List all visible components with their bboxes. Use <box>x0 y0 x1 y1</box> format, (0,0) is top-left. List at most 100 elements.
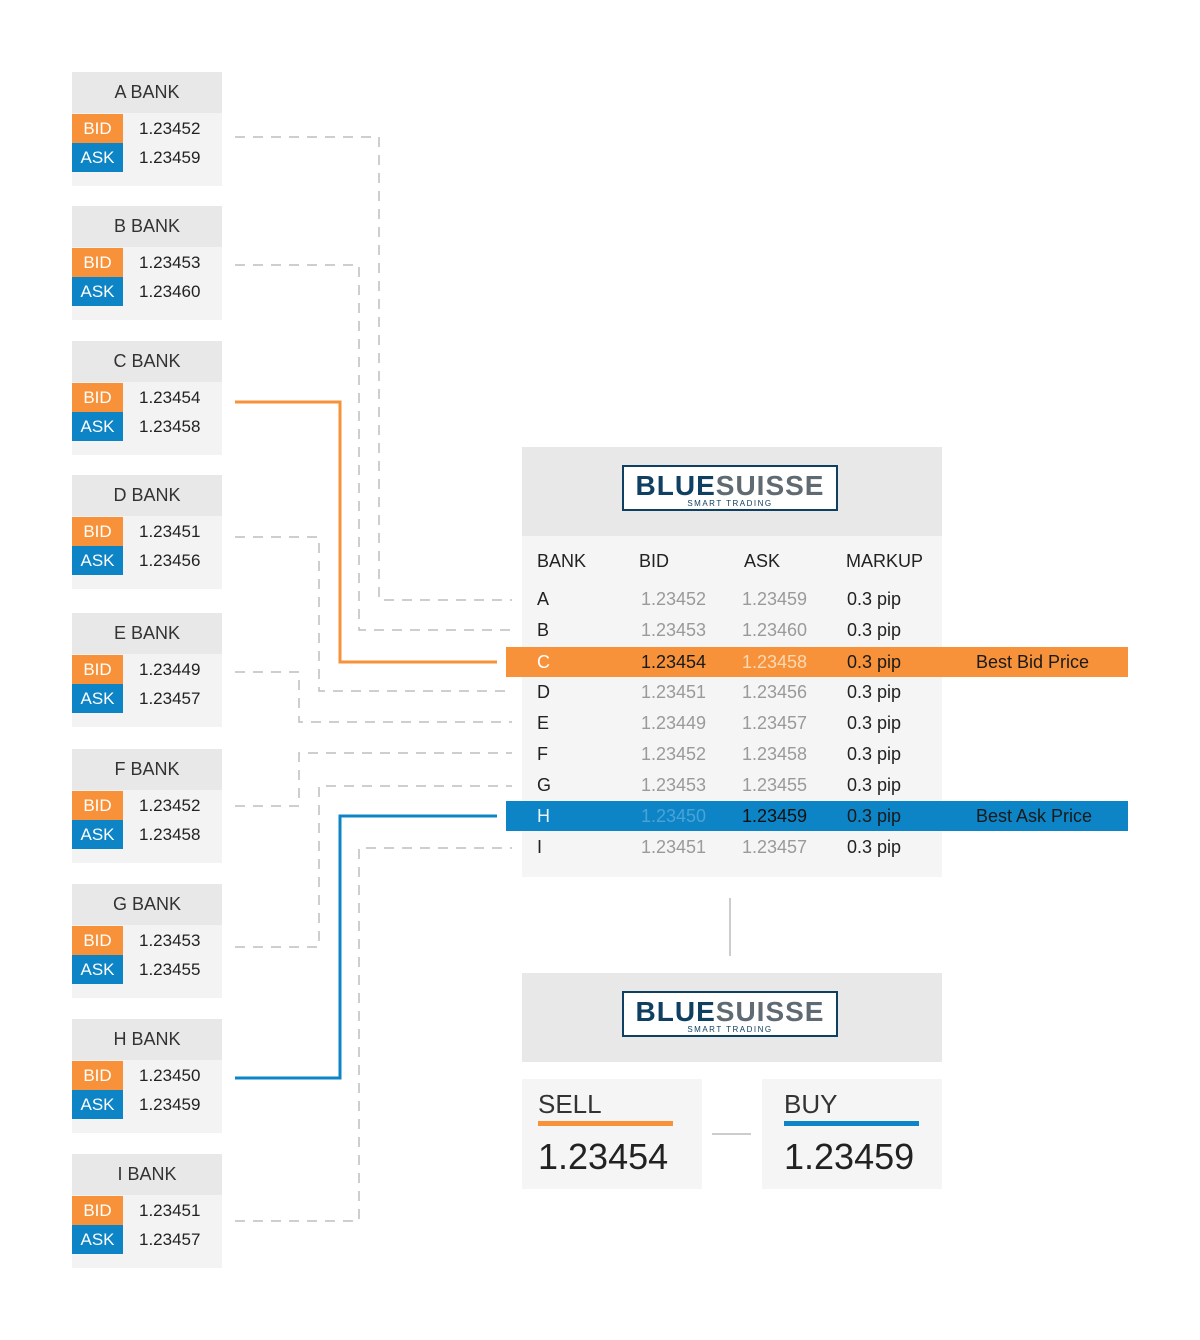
bank-name: B BANK <box>72 206 222 247</box>
ask-row: ASK 1.23459 <box>72 1090 222 1119</box>
buy-label: BUY <box>784 1089 838 1119</box>
bank-name: E BANK <box>72 613 222 654</box>
table-row-c-best-bid: C 1.23454 1.23458 0.3 pip Best Bid Price <box>506 647 1128 677</box>
ask-row: ASK 1.23457 <box>72 1225 222 1254</box>
cell-markup: 0.3 pip <box>847 713 902 733</box>
logo-wordmark: BLUESUISSE <box>624 472 836 500</box>
ask-value: 1.23459 <box>139 148 201 167</box>
ask-value: 1.23456 <box>139 551 201 570</box>
cell-ask: 1.23455 <box>742 775 808 795</box>
connector-c-best-bid <box>235 400 497 664</box>
logo-part-blue: BLUE <box>635 996 716 1027</box>
ask-label: ASK <box>72 412 123 441</box>
bid-label: BID <box>72 655 123 684</box>
cell-markup: 0.3 pip <box>847 837 902 857</box>
cell-ask: 1.23457 <box>742 713 808 733</box>
bank-name: D BANK <box>72 475 222 516</box>
bank-name: I BANK <box>72 1154 222 1195</box>
cell-bank: B <box>537 620 550 640</box>
ask-row: ASK 1.23456 <box>72 546 222 575</box>
connector-b <box>235 264 512 631</box>
connector-g <box>235 785 512 948</box>
bid-value: 1.23451 <box>139 1201 201 1220</box>
cell-markup: 0.3 pip <box>847 682 902 702</box>
cell-markup: 0.3 pip <box>847 806 902 826</box>
bid-label: BID <box>72 248 123 277</box>
bid-value: 1.23449 <box>139 660 201 679</box>
ask-label: ASK <box>72 143 123 172</box>
bid-value: 1.23454 <box>139 388 201 407</box>
bank-name: H BANK <box>72 1019 222 1060</box>
ask-value: 1.23460 <box>139 282 201 301</box>
bid-label: BID <box>72 791 123 820</box>
table-row-b: B 1.23453 1.23460 0.3 pip <box>522 615 942 646</box>
ask-value: 1.23458 <box>139 825 201 844</box>
cell-bank: F <box>537 744 548 764</box>
ask-row: ASK 1.23460 <box>72 277 222 306</box>
connector-f <box>235 752 512 807</box>
buy-value: 1.23459 <box>784 1136 915 1177</box>
bid-value: 1.23453 <box>139 253 201 272</box>
table-row-i: I 1.23451 1.23457 0.3 pip <box>522 832 942 863</box>
sell-value: 1.23454 <box>538 1136 669 1177</box>
cell-markup: 0.3 pip <box>847 652 902 672</box>
ask-label: ASK <box>72 546 123 575</box>
cell-bid: 1.23453 <box>641 775 707 795</box>
cell-ask: 1.23460 <box>742 620 808 640</box>
bid-value: 1.23450 <box>139 1066 201 1085</box>
bank-card-c: C BANK BID 1.23454 ASK 1.23458 <box>72 341 222 455</box>
buy-price-box: BUY 1.23459 <box>762 1079 942 1189</box>
bid-value: 1.23451 <box>139 522 201 541</box>
table-row-g: G 1.23453 1.23455 0.3 pip <box>522 770 942 801</box>
cell-bid: 1.23454 <box>641 652 707 672</box>
best-bid-note: Best Bid Price <box>976 652 1090 672</box>
bank-name: C BANK <box>72 341 222 382</box>
cell-ask: 1.23457 <box>742 837 808 857</box>
cell-markup: 0.3 pip <box>847 744 902 764</box>
bid-value: 1.23452 <box>139 796 201 815</box>
sell-price-box: SELL 1.23454 <box>522 1079 702 1189</box>
cell-bank: D <box>537 682 550 702</box>
cell-bank: E <box>537 713 550 733</box>
col-head-bank: BANK <box>537 551 587 571</box>
ask-row: ASK 1.23458 <box>72 820 222 849</box>
ask-value: 1.23459 <box>139 1095 201 1114</box>
bid-row: BID 1.23453 <box>72 248 222 277</box>
bid-row: BID 1.23451 <box>72 517 222 546</box>
cell-bank: H <box>537 806 550 826</box>
sell-underline <box>538 1121 673 1126</box>
table-row-e: E 1.23449 1.23457 0.3 pip <box>522 708 942 739</box>
cell-bid: 1.23451 <box>641 682 707 702</box>
table-row-h-best-ask: H 1.23450 1.23459 0.3 pip Best Ask Price <box>506 801 1128 831</box>
ask-label: ASK <box>72 955 123 984</box>
bid-label: BID <box>72 517 123 546</box>
connector-d <box>235 536 512 692</box>
col-head-ask: ASK <box>744 551 781 571</box>
cell-bid: 1.23449 <box>641 713 707 733</box>
ask-label: ASK <box>72 277 123 306</box>
ask-label: ASK <box>72 820 123 849</box>
cell-bid: 1.23452 <box>641 744 707 764</box>
bid-row: BID 1.23449 <box>72 655 222 684</box>
bid-label: BID <box>72 383 123 412</box>
buy-underline <box>784 1121 919 1126</box>
connector-h-best-ask <box>235 814 497 1080</box>
bank-card-i: I BANK BID 1.23451 ASK 1.23457 <box>72 1154 222 1268</box>
cell-ask: 1.23459 <box>742 806 808 826</box>
bid-label: BID <box>72 1061 123 1090</box>
cell-bid: 1.23452 <box>641 589 707 609</box>
ask-label: ASK <box>72 1090 123 1119</box>
bluesuisse-logo: BLUESUISSE SMART TRADING <box>622 465 838 511</box>
bank-card-f: F BANK BID 1.23452 ASK 1.23458 <box>72 749 222 863</box>
ask-label: ASK <box>72 684 123 713</box>
bank-card-e: E BANK BID 1.23449 ASK 1.23457 <box>72 613 222 727</box>
cell-bid: 1.23451 <box>641 837 707 857</box>
result-logo-band: BLUESUISSE SMART TRADING <box>522 973 942 1062</box>
cell-bid: 1.23450 <box>641 806 707 826</box>
bank-name: F BANK <box>72 749 222 790</box>
ask-value: 1.23458 <box>139 417 201 436</box>
bid-row: BID 1.23450 <box>72 1061 222 1090</box>
ask-row: ASK 1.23455 <box>72 955 222 984</box>
bank-card-g: G BANK BID 1.23453 ASK 1.23455 <box>72 884 222 998</box>
bank-card-d: D BANK BID 1.23451 ASK 1.23456 <box>72 475 222 589</box>
